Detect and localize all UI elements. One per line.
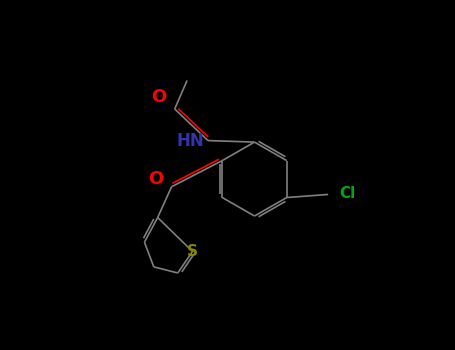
Text: S: S [187,244,198,259]
Text: O: O [148,170,163,188]
Text: O: O [151,89,166,106]
Text: HN: HN [177,132,204,149]
Text: Cl: Cl [340,186,356,201]
